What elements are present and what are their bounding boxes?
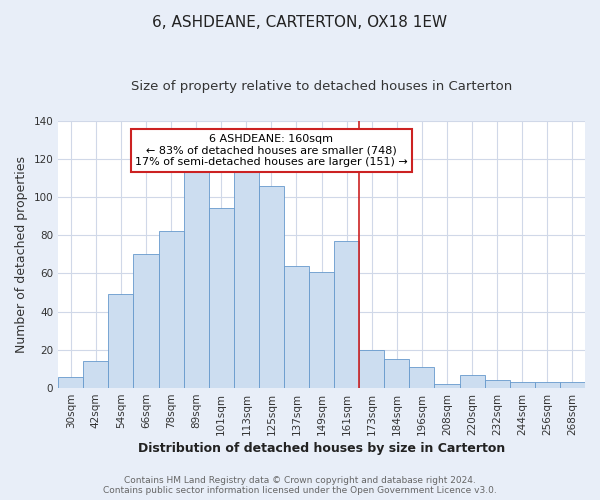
Bar <box>460 374 485 388</box>
Y-axis label: Number of detached properties: Number of detached properties <box>15 156 28 353</box>
Bar <box>434 384 460 388</box>
X-axis label: Distribution of detached houses by size in Carterton: Distribution of detached houses by size … <box>138 442 505 455</box>
Bar <box>234 168 259 388</box>
Bar <box>510 382 535 388</box>
Bar <box>184 172 209 388</box>
Bar <box>359 350 385 388</box>
Bar <box>409 367 434 388</box>
Bar <box>535 382 560 388</box>
Bar <box>284 266 309 388</box>
Bar <box>309 272 334 388</box>
Bar <box>58 376 83 388</box>
Title: Size of property relative to detached houses in Carterton: Size of property relative to detached ho… <box>131 80 512 93</box>
Text: Contains HM Land Registry data © Crown copyright and database right 2024.
Contai: Contains HM Land Registry data © Crown c… <box>103 476 497 495</box>
Bar <box>158 232 184 388</box>
Bar <box>109 294 133 388</box>
Text: 6, ASHDEANE, CARTERTON, OX18 1EW: 6, ASHDEANE, CARTERTON, OX18 1EW <box>152 15 448 30</box>
Bar <box>259 186 284 388</box>
Bar <box>385 360 409 388</box>
Bar <box>83 362 109 388</box>
Text: 6 ASHDEANE: 160sqm
← 83% of detached houses are smaller (748)
17% of semi-detach: 6 ASHDEANE: 160sqm ← 83% of detached hou… <box>135 134 408 167</box>
Bar <box>560 382 585 388</box>
Bar <box>334 241 359 388</box>
Bar <box>133 254 158 388</box>
Bar <box>209 208 234 388</box>
Bar <box>485 380 510 388</box>
